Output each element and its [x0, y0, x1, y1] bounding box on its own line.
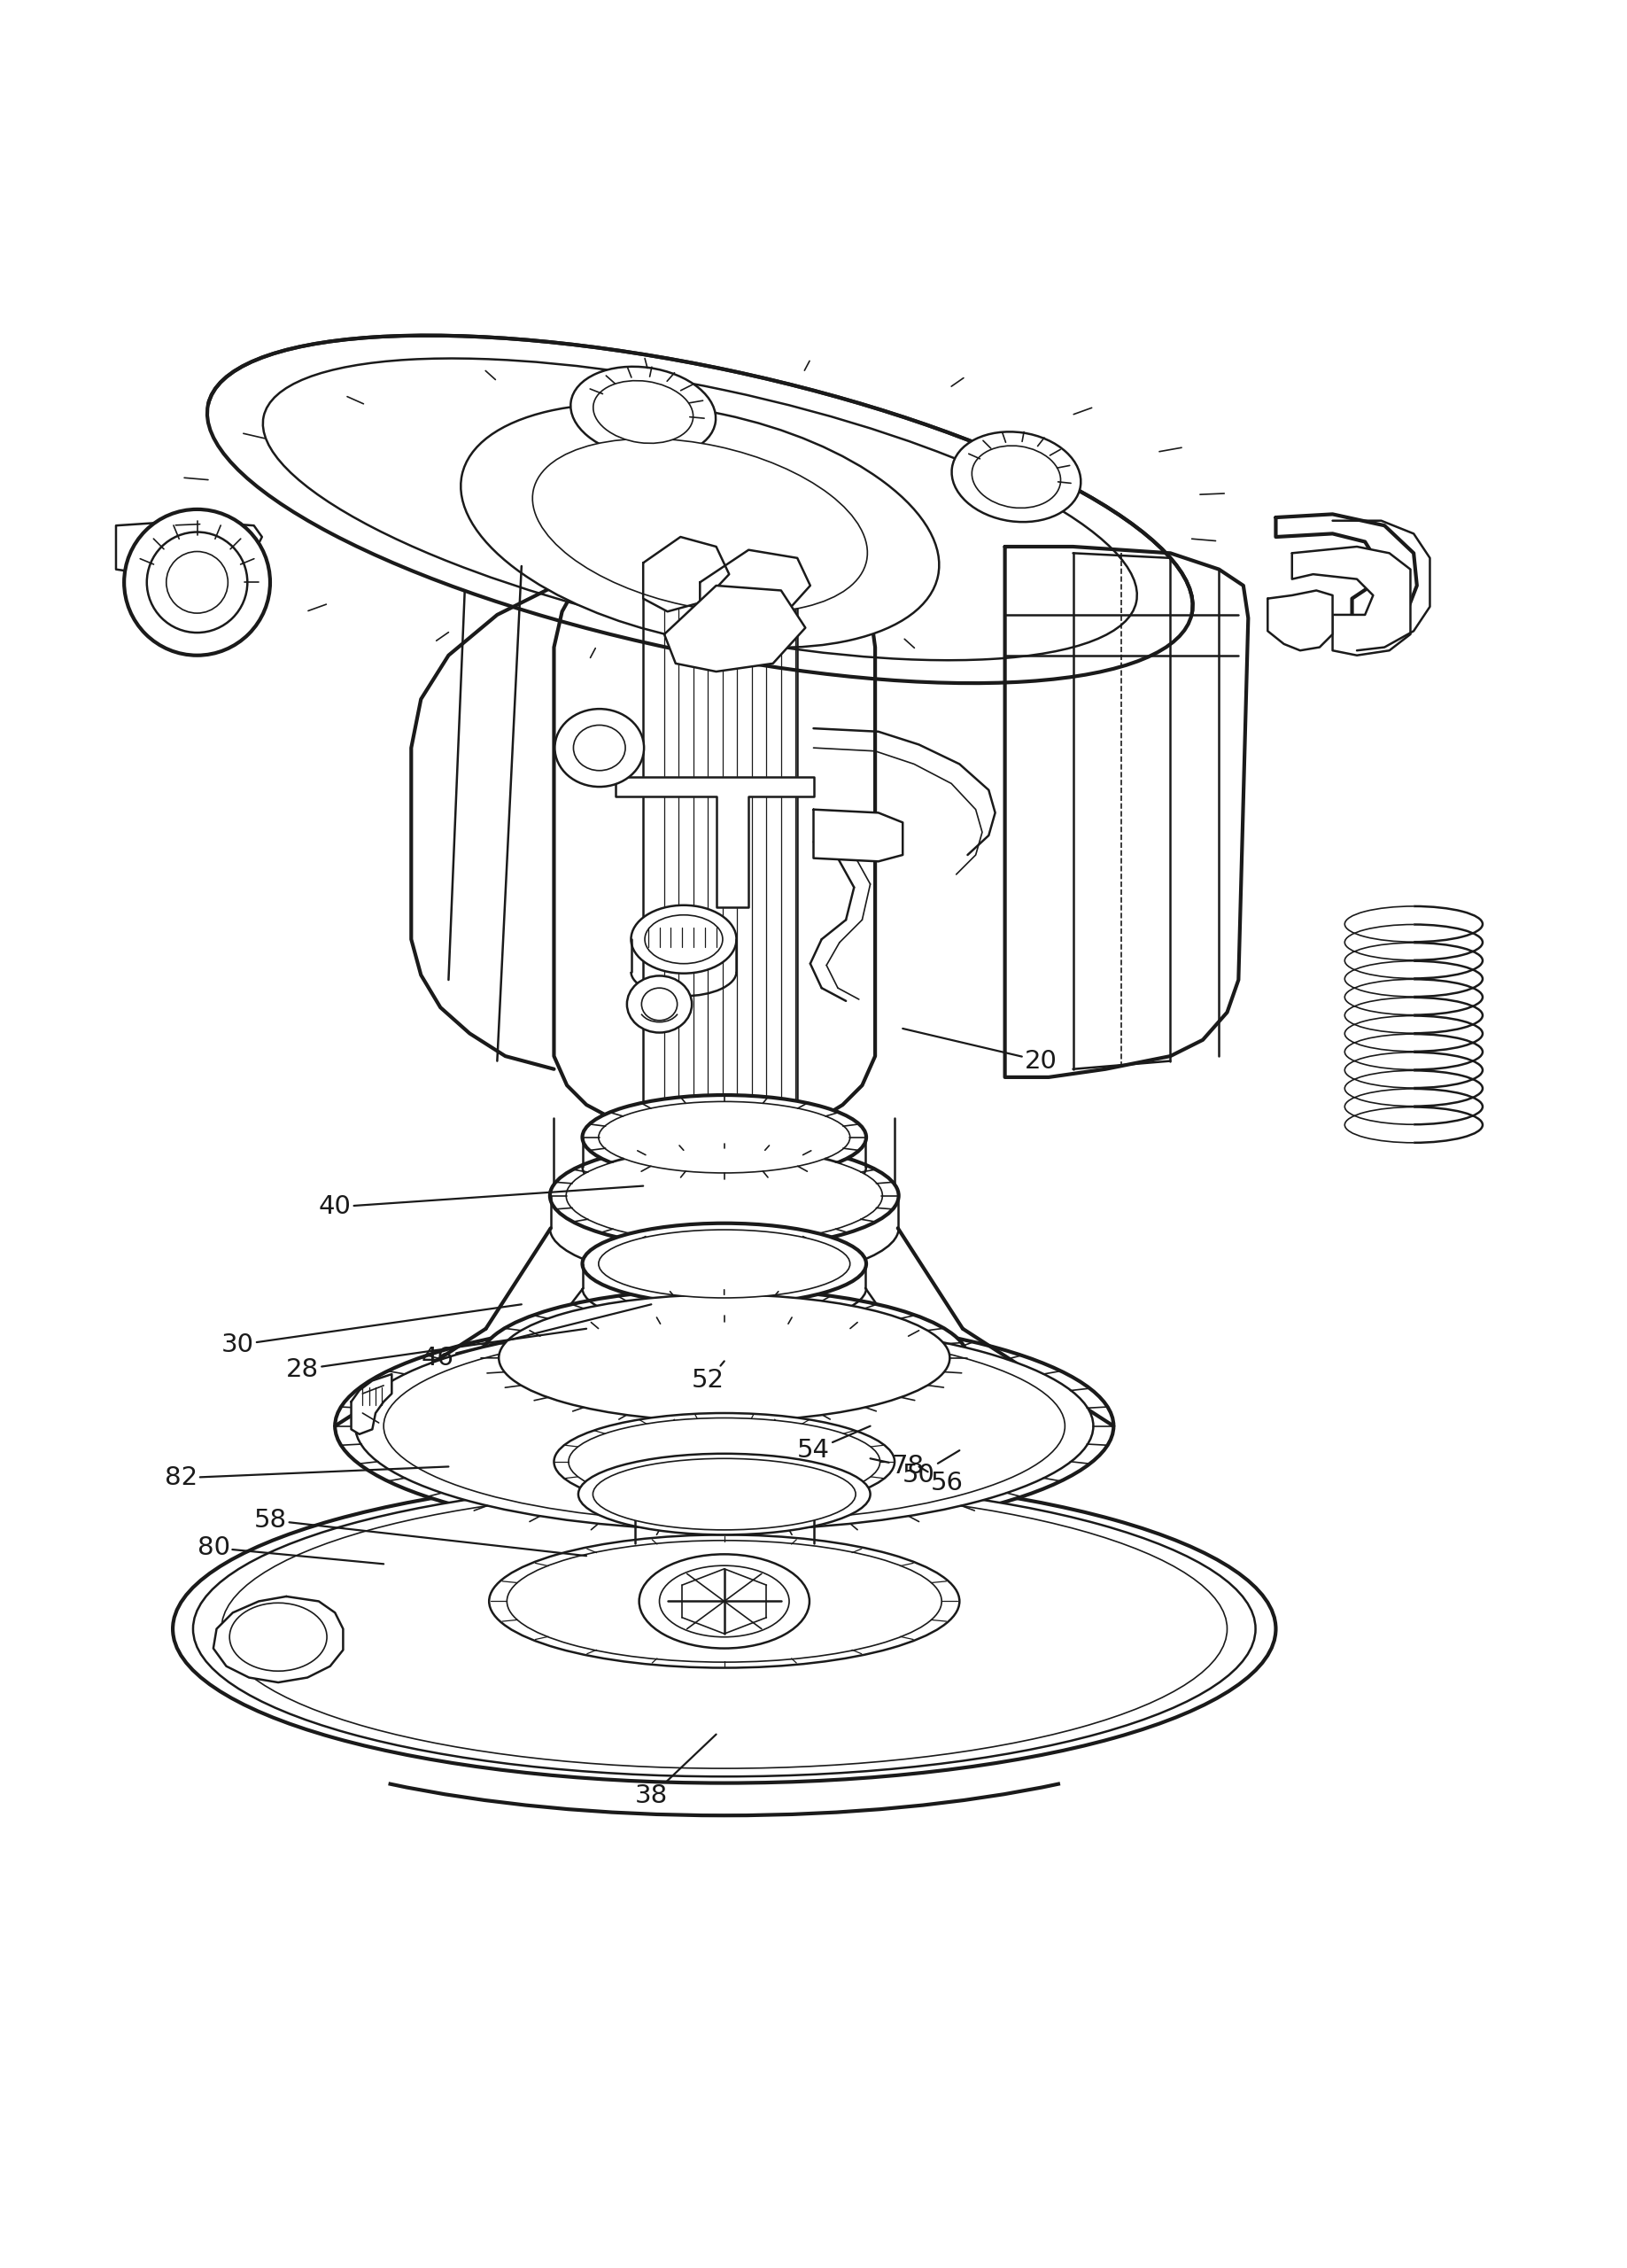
Ellipse shape: [384, 1331, 1066, 1522]
Text: 80: 80: [197, 1535, 384, 1565]
Ellipse shape: [555, 710, 644, 787]
Ellipse shape: [592, 1458, 856, 1531]
Ellipse shape: [641, 989, 677, 1021]
Text: 82: 82: [164, 1465, 449, 1490]
Ellipse shape: [194, 1481, 1256, 1776]
Ellipse shape: [550, 1143, 898, 1247]
Text: 54: 54: [797, 1427, 870, 1463]
Polygon shape: [351, 1374, 392, 1433]
Ellipse shape: [124, 510, 270, 655]
Ellipse shape: [631, 905, 737, 973]
Polygon shape: [1005, 547, 1248, 1077]
Text: 78: 78: [870, 1454, 924, 1479]
Ellipse shape: [971, 447, 1061, 508]
Ellipse shape: [355, 1322, 1093, 1531]
Polygon shape: [1276, 515, 1417, 635]
Text: 38: 38: [635, 1735, 716, 1808]
Polygon shape: [116, 522, 262, 574]
Ellipse shape: [582, 1222, 866, 1304]
Text: 30: 30: [221, 1304, 522, 1356]
Ellipse shape: [229, 1603, 327, 1672]
Ellipse shape: [599, 1102, 849, 1173]
Ellipse shape: [532, 438, 867, 612]
Ellipse shape: [146, 533, 247, 633]
Ellipse shape: [172, 1474, 1276, 1783]
Text: 20: 20: [903, 1027, 1058, 1073]
Polygon shape: [1292, 547, 1411, 655]
Polygon shape: [213, 1597, 343, 1683]
Ellipse shape: [626, 975, 691, 1032]
Ellipse shape: [335, 1315, 1113, 1535]
Ellipse shape: [499, 1295, 950, 1422]
Ellipse shape: [166, 551, 228, 612]
Ellipse shape: [599, 1229, 849, 1297]
Ellipse shape: [573, 726, 625, 771]
Text: 46: 46: [421, 1304, 651, 1370]
Ellipse shape: [460, 404, 939, 649]
Text: 52: 52: [691, 1361, 724, 1393]
Text: 28: 28: [286, 1329, 586, 1381]
Ellipse shape: [207, 336, 1193, 683]
Text: 58: 58: [254, 1508, 586, 1556]
Polygon shape: [553, 553, 875, 1120]
Polygon shape: [1267, 590, 1333, 651]
Ellipse shape: [508, 1540, 942, 1662]
Polygon shape: [664, 585, 805, 671]
Ellipse shape: [644, 914, 722, 964]
Ellipse shape: [490, 1535, 960, 1667]
Ellipse shape: [594, 381, 693, 442]
Ellipse shape: [482, 1288, 968, 1427]
Ellipse shape: [571, 367, 716, 458]
Text: 40: 40: [319, 1186, 643, 1220]
Ellipse shape: [221, 1490, 1227, 1769]
Ellipse shape: [659, 1565, 789, 1637]
Polygon shape: [643, 538, 729, 612]
Ellipse shape: [566, 1148, 882, 1243]
Ellipse shape: [639, 1554, 810, 1649]
Ellipse shape: [568, 1418, 880, 1506]
Polygon shape: [814, 810, 903, 862]
Ellipse shape: [578, 1454, 870, 1535]
Ellipse shape: [553, 1413, 895, 1510]
Ellipse shape: [582, 1095, 866, 1179]
Polygon shape: [700, 549, 810, 631]
Text: 56: 56: [919, 1467, 963, 1495]
Polygon shape: [615, 778, 814, 907]
Ellipse shape: [952, 431, 1080, 522]
Text: 50: 50: [903, 1452, 960, 1488]
